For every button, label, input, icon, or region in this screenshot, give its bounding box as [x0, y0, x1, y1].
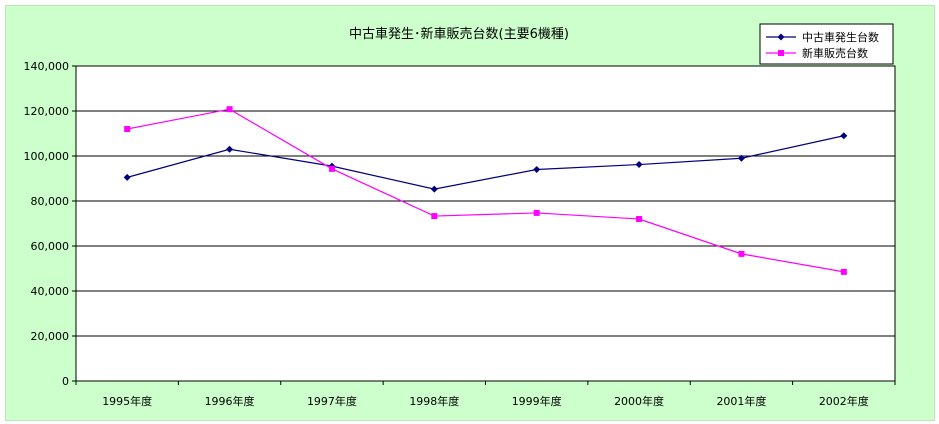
x-tick-label: 2002年度: [819, 394, 869, 408]
x-tick-label: 2001年度: [716, 394, 766, 408]
data-point-2: [431, 213, 438, 220]
data-point-1: [533, 166, 541, 173]
legend-marker: [778, 50, 784, 56]
x-tick-label: 1995年度: [102, 394, 152, 408]
y-tick-label: 40,000: [31, 285, 70, 298]
data-point-1: [430, 185, 438, 193]
y-tick-label: 100,000: [24, 150, 70, 163]
x-tick-label: 1998年度: [409, 394, 459, 408]
series-lines: [123, 106, 848, 275]
data-point-1: [635, 161, 643, 169]
data-point-2: [738, 250, 745, 257]
line-chart: 中古車発生･新車販売台数(主要6機種) 0 20,000 40,000 60,000 8…: [24, 23, 896, 408]
data-point-2: [636, 216, 643, 222]
data-point-2: [226, 106, 233, 113]
data-point-2: [840, 268, 847, 275]
y-tick-label: 120,000: [24, 105, 70, 118]
legend-box: [759, 23, 894, 65]
x-axis-ticks: 1995年度 1996年度 1997年度 1998年度 1999年度 2000年度 2001…: [75, 381, 896, 408]
x-tick-label: 1999年度: [512, 394, 562, 408]
x-tick-label: 1997年度: [307, 394, 357, 408]
y-axis-ticks: 0 20,000 40,000 60,000 80,000 100,000 120,000 1…: [24, 60, 76, 388]
data-point-2: [328, 165, 335, 172]
y-tick-label: 20,000: [31, 330, 70, 343]
data-point-1: [123, 173, 131, 181]
chart-area: 中古車発生･新車販売台数(主要6機種) 0 20,000 40,000 60,000 8…: [5, 5, 935, 421]
legend-marker: [777, 33, 785, 41]
plot-area: [75, 65, 896, 382]
legend-label: 新車販売台数: [802, 46, 868, 60]
data-point-2: [124, 126, 131, 132]
y-tick-label: 140,000: [24, 60, 70, 73]
gridlines: [76, 110, 895, 337]
data-point-1: [737, 154, 745, 162]
series-line-1: [127, 135, 844, 190]
data-point-2: [533, 209, 540, 216]
x-tick-label: 2000年度: [614, 394, 664, 408]
data-point-1: [226, 145, 234, 153]
x-tick-label: 1996年度: [205, 394, 255, 408]
data-point-1: [840, 132, 848, 140]
y-tick-label: 60,000: [31, 240, 70, 253]
series-line-2: [127, 108, 844, 273]
y-tick-label: 0: [62, 375, 69, 388]
legend-label: 中古車発生台数: [802, 30, 879, 44]
chart-title: 中古車発生･新車販売台数(主要6機種): [349, 26, 569, 42]
y-tick-label: 80,000: [31, 195, 70, 208]
